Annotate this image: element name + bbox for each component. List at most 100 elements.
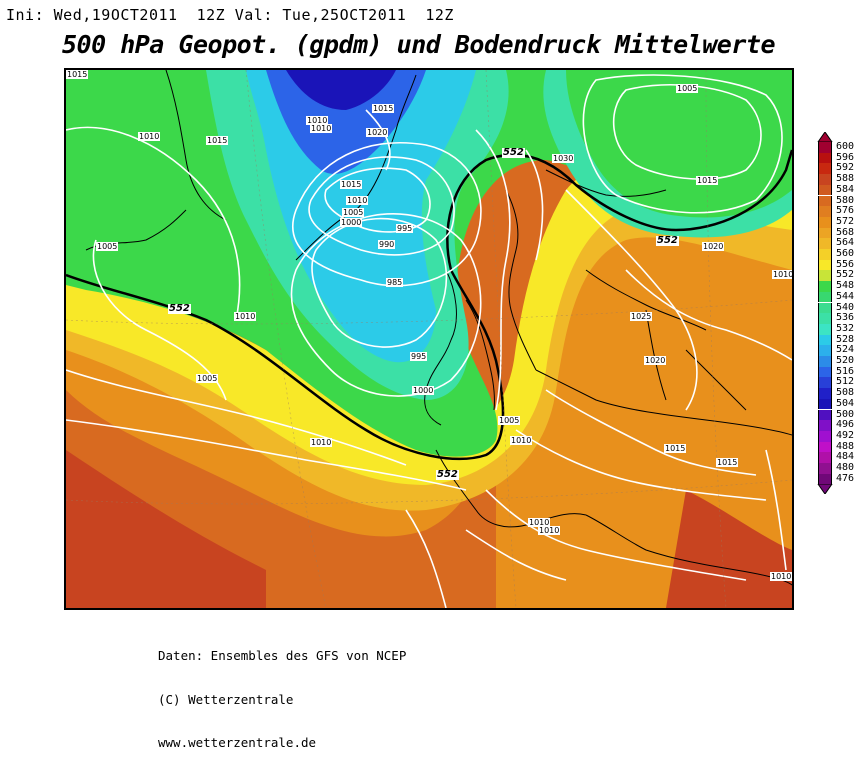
isobar-label: 1010 — [528, 518, 551, 527]
colorbar-label: 520 — [836, 355, 855, 366]
isobar-label: 1020 — [644, 356, 667, 365]
field-red-orange-se — [666, 490, 792, 608]
colorbar-label: 564 — [836, 237, 855, 249]
colorbar-label: 488 — [836, 440, 855, 452]
colorbar-swatch — [818, 291, 832, 303]
isobar-label: 1010 — [772, 270, 794, 279]
colorbar-label: 508 — [836, 387, 855, 399]
isobar-label: 1020 — [366, 128, 389, 137]
field-dark-blue — [286, 70, 396, 110]
isobar-label: 1015 — [372, 104, 395, 113]
footer-data-source: Daten: Ensembles des GFS von NCEP — [158, 648, 407, 663]
colorbar-swatch — [818, 152, 832, 164]
colorbar-swatch — [818, 270, 832, 282]
contour-label-552: 552 — [502, 147, 525, 158]
isobar-label: 1005 — [96, 242, 119, 251]
isobar-label: 1010 — [306, 116, 329, 125]
colorbar-swatch — [818, 334, 832, 346]
colorbar-label: 476 — [836, 472, 855, 484]
colorbar-swatch — [818, 366, 832, 378]
isobar-label: 1030 — [552, 154, 575, 163]
colorbar-swatch — [818, 452, 832, 463]
colorbar-swatch — [818, 206, 832, 217]
colorbar-swatch — [818, 227, 832, 239]
colorbar-label: 516 — [836, 365, 855, 377]
colorbar-swatch — [818, 356, 832, 367]
contour-label-552: 552 — [168, 303, 191, 314]
isobar-label: 1000 — [412, 386, 435, 395]
isobar-label: 1005 — [342, 208, 365, 217]
field-yellow — [66, 158, 792, 485]
colorbar-label: 580 — [836, 194, 855, 206]
colorbar-label: 504 — [836, 397, 855, 409]
colorbar-swatch — [818, 409, 832, 421]
isobars — [66, 74, 792, 608]
colorbar-label: 532 — [836, 322, 855, 334]
isobar-label: 1015 — [340, 180, 363, 189]
isobar-label: 1010 — [510, 436, 533, 445]
colorbar-swatch — [818, 313, 832, 324]
colorbar-label: 548 — [836, 280, 855, 292]
isobar-label: 995 — [410, 352, 428, 361]
colorbar-swatch — [818, 195, 832, 207]
colorbar-swatch — [818, 184, 832, 196]
colorbar-swatch — [818, 420, 832, 431]
isobar-label: 1010 — [310, 124, 333, 133]
colorbar-label: 572 — [836, 215, 855, 227]
colorbar-label: 592 — [836, 162, 855, 174]
colorbar-swatch — [818, 323, 832, 335]
colorbar-label: 528 — [836, 333, 855, 345]
isobar-label: 1005 — [498, 416, 521, 425]
isobar-label: 1015 — [664, 444, 687, 453]
contour-label-552: 552 — [656, 235, 679, 246]
colorbar-swatch — [818, 281, 832, 292]
footer-credits: Daten: Ensembles des GFS von NCEP (C) We… — [158, 620, 406, 765]
colorbar-label: 568 — [836, 226, 855, 238]
field-light-orange — [66, 170, 792, 511]
colorbar-swatch — [818, 259, 832, 271]
colorbar-label: 584 — [836, 183, 855, 195]
isobar-label: 1015 — [716, 458, 739, 467]
isobar-label: 1005 — [196, 374, 219, 383]
contour-label-552: 552 — [436, 469, 459, 480]
colorbar-swatch — [818, 216, 832, 228]
colorbar-swatch — [818, 345, 832, 356]
colorbar-label: 600 — [836, 141, 855, 152]
footer-url: www.wetterzentrale.de — [158, 735, 317, 750]
colorbar-swatch — [818, 388, 832, 399]
colorbar-swatch — [818, 163, 832, 175]
isobar-label: 1010 — [538, 526, 561, 535]
colorbar-label: 512 — [836, 376, 855, 388]
isobar-label: 1020 — [702, 242, 725, 251]
colorbar-swatch — [818, 302, 832, 314]
isobar-label: 1010 — [234, 312, 257, 321]
colorbar-bottom-arrow — [817, 484, 833, 494]
run-info-line: Ini: Wed,19OCT2011 12Z Val: Tue,25OCT201… — [6, 6, 454, 24]
colorbar-swatch — [818, 249, 832, 260]
colorbar-label: 552 — [836, 269, 855, 281]
map-title: 500 hPa Geopot. (gpdm) und Bodendruck Mi… — [62, 30, 776, 59]
colorbar-label: 556 — [836, 258, 855, 270]
colorbar-swatch — [818, 142, 832, 153]
colorbar-label: 544 — [836, 290, 855, 302]
colorbar-swatch — [818, 238, 832, 249]
colorbar-label: 496 — [836, 419, 855, 431]
colorbar-label: 536 — [836, 312, 855, 324]
colorbar-swatch — [818, 441, 832, 453]
colorbar-label: 480 — [836, 462, 855, 473]
isobar-label: 1005 — [676, 84, 699, 93]
colorbar-label: 492 — [836, 429, 855, 441]
colorbar-swatch — [818, 174, 832, 185]
isobar-label: 985 — [386, 278, 404, 287]
isobar-label: 1015 — [66, 70, 89, 79]
contour-552 — [66, 149, 792, 461]
isobar-label: 1015 — [696, 176, 719, 185]
isobar-label: 1010 — [310, 438, 333, 447]
field-red-orange-sw — [66, 450, 266, 608]
colorbar-label: 576 — [836, 205, 855, 217]
colorbar-swatch — [818, 377, 832, 389]
colorbar-label: 524 — [836, 344, 855, 356]
footer-copyright: (C) Wetterzentrale — [158, 691, 294, 707]
isobar-label: 990 — [378, 240, 396, 249]
isobar-label: 1010 — [138, 132, 161, 141]
